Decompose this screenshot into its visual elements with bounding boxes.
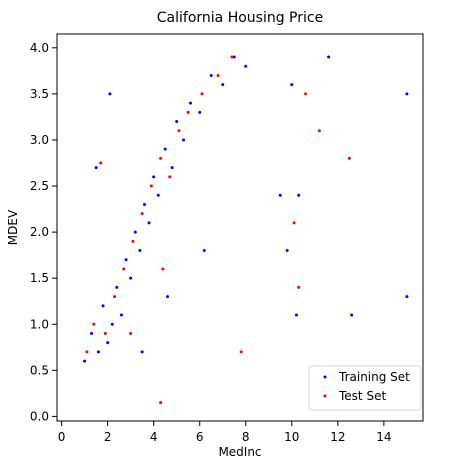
scatter-point — [230, 55, 234, 59]
y-tick-label: 3.0 — [30, 133, 49, 147]
legend-label: Training Set — [338, 370, 410, 384]
scatter-point — [122, 267, 126, 271]
scatter-point — [142, 202, 146, 206]
x-tick-label: 6 — [196, 430, 204, 444]
scatter-point — [140, 350, 144, 354]
x-tick-label: 2 — [104, 430, 112, 444]
scatter-point — [278, 193, 282, 197]
scatter-point — [200, 92, 204, 96]
scatter-point — [94, 166, 98, 170]
scatter-point — [186, 110, 190, 114]
x-tick-label: 10 — [284, 430, 299, 444]
scatter-point — [198, 110, 202, 114]
scatter-point — [131, 239, 135, 243]
y-tick-label: 1.5 — [30, 271, 49, 285]
y-tick-label: 0.0 — [30, 409, 49, 423]
scatter-point — [297, 285, 301, 289]
x-tick-label: 14 — [376, 430, 391, 444]
scatter-point — [106, 341, 110, 345]
scatter-point — [189, 101, 193, 105]
scatter-point — [232, 55, 236, 59]
scatter-point — [170, 166, 174, 170]
scatter-point — [239, 350, 243, 354]
legend: Training Set Test Set — [308, 365, 422, 411]
scatter-point — [216, 73, 220, 77]
scatter-point — [83, 359, 87, 363]
y-tick-label: 3.5 — [30, 87, 49, 101]
scatter-point — [292, 221, 296, 225]
scatter-point — [294, 313, 298, 317]
scatter-point — [152, 175, 156, 179]
scatter-point — [124, 258, 128, 262]
scatter-point — [405, 92, 409, 96]
legend-marker — [323, 375, 327, 379]
scatter-point — [297, 193, 301, 197]
y-tick-label: 0.5 — [30, 363, 49, 377]
y-tick-label: 2.0 — [30, 225, 49, 239]
y-tick-label: 4.0 — [30, 41, 49, 55]
scatter-point — [96, 350, 100, 354]
x-tick-label: 4 — [150, 430, 158, 444]
scatter-point — [113, 295, 117, 299]
scatter-point — [209, 73, 213, 77]
scatter-point — [221, 83, 225, 87]
scatter-point — [168, 175, 172, 179]
scatter-point — [108, 92, 112, 96]
scatter-point — [133, 230, 137, 234]
scatter-point — [156, 193, 160, 197]
scatter-point — [327, 55, 331, 59]
scatter-point — [175, 120, 179, 124]
scatter-point — [110, 322, 114, 326]
scatter-point — [103, 331, 107, 335]
scatter-point — [244, 64, 248, 68]
scatter-point — [304, 92, 308, 96]
scatter-point — [92, 322, 96, 326]
y-tick-label: 1.0 — [30, 317, 49, 331]
scatter-point — [163, 147, 167, 151]
x-axis-label: MedInc — [218, 445, 261, 459]
scatter-point — [149, 184, 153, 188]
x-tick-label: 12 — [330, 430, 345, 444]
scatter-point — [165, 295, 169, 299]
y-axis-label: MDEV — [6, 209, 20, 245]
scatter-point — [285, 249, 289, 253]
scatter-point — [129, 331, 133, 335]
legend-label: Test Set — [338, 389, 386, 403]
scatter-point — [129, 276, 133, 280]
scatter-point — [138, 249, 142, 253]
legend-marker — [323, 394, 327, 398]
scatter-point — [147, 221, 151, 225]
scatter-point — [159, 401, 163, 405]
scatter-point — [177, 129, 181, 133]
scatter-point — [405, 295, 409, 299]
scatter-point — [140, 212, 144, 216]
scatter-point — [347, 156, 351, 160]
scatter-point — [182, 138, 186, 142]
scatter-point — [99, 161, 103, 165]
scatter-point — [161, 267, 165, 271]
x-tick-label: 0 — [58, 430, 66, 444]
scatter-point — [101, 304, 105, 308]
scatter-point — [85, 350, 89, 354]
scatter-point — [202, 249, 206, 253]
scatter-point — [115, 285, 119, 289]
scatter-point — [90, 331, 94, 335]
y-tick-label: 2.5 — [30, 179, 49, 193]
plot-frame — [56, 33, 424, 422]
legend-box — [308, 365, 422, 411]
scatter-point — [119, 313, 123, 317]
scatter-point — [159, 156, 163, 160]
x-tick-label: 8 — [242, 430, 250, 444]
plot-area — [56, 33, 424, 422]
scatter-point — [317, 129, 321, 133]
scatter-point — [350, 313, 354, 317]
chart-title: California Housing Price — [157, 10, 323, 26]
scatter-point — [290, 83, 294, 87]
